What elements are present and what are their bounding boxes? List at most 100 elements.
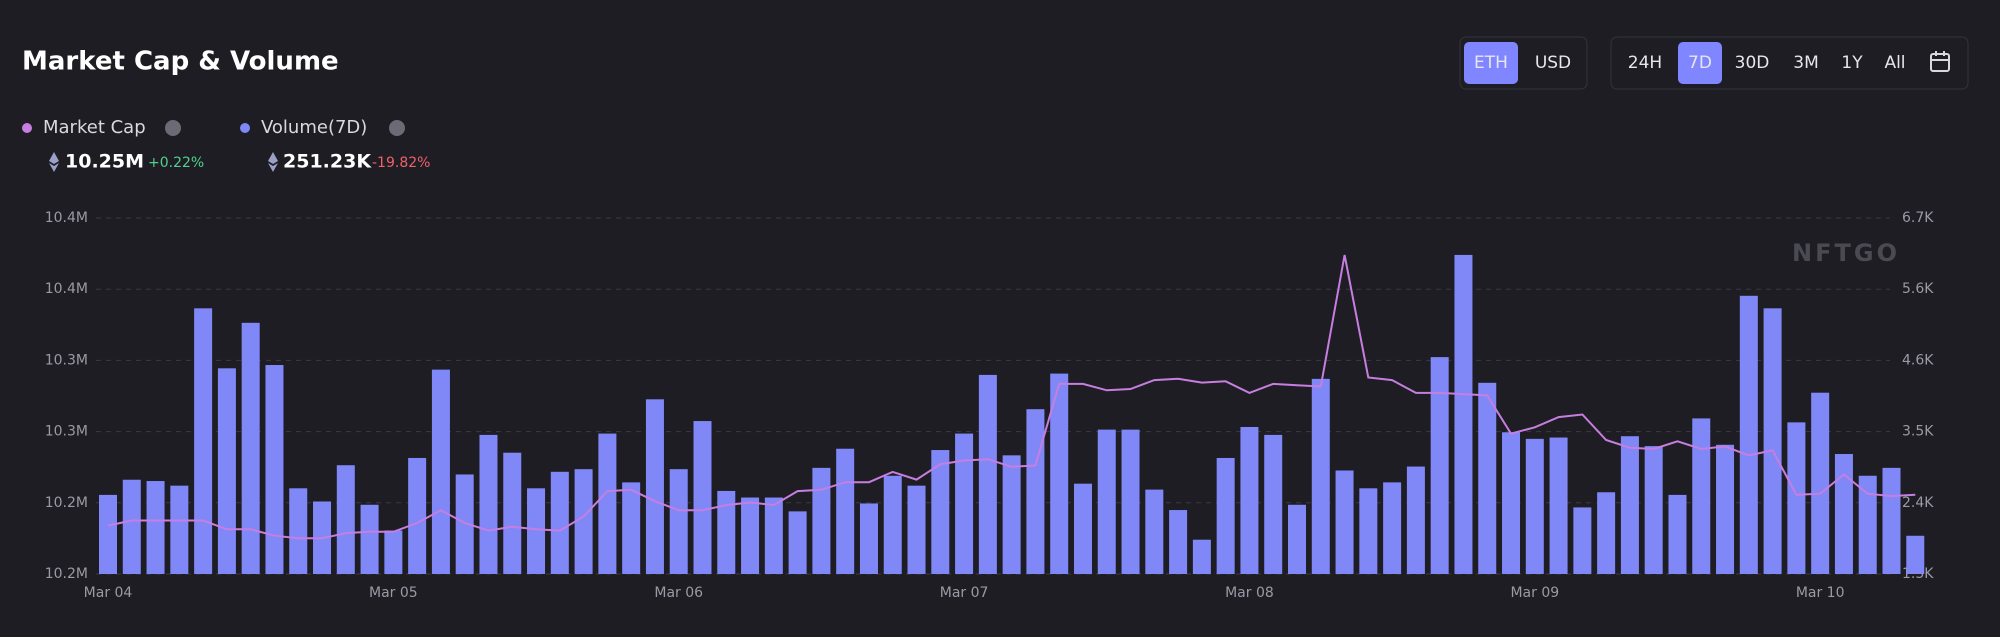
volume-bar bbox=[1811, 392, 1830, 574]
x-tick-label: Mar 04 bbox=[84, 585, 133, 601]
volume-bar bbox=[1192, 539, 1211, 574]
legend-change: +0.22% bbox=[148, 155, 204, 171]
volume-bar bbox=[812, 467, 831, 574]
volume-bar bbox=[1906, 535, 1925, 574]
x-tick-label: Mar 08 bbox=[1225, 585, 1274, 601]
volume-bar bbox=[1549, 437, 1568, 574]
volume-bar bbox=[1620, 436, 1639, 574]
y-tick-label: 10.2M bbox=[45, 495, 88, 511]
volume-bar bbox=[217, 368, 236, 574]
y2-tick-label: 6.7K bbox=[1902, 210, 1934, 226]
volume-bar bbox=[1359, 488, 1378, 574]
range-group bbox=[1610, 36, 1969, 90]
volume-bar bbox=[479, 434, 498, 574]
volume-bar bbox=[336, 465, 355, 574]
volume-bar bbox=[1644, 446, 1663, 574]
x-tick-label: Mar 05 bbox=[369, 585, 418, 601]
volume-bar bbox=[1454, 254, 1473, 574]
volume-bar bbox=[1002, 455, 1021, 574]
volume-bar bbox=[527, 488, 546, 574]
volume-bar bbox=[289, 488, 308, 574]
volume-bar bbox=[265, 365, 284, 574]
volume-bar bbox=[907, 485, 926, 574]
range-button[interactable]: 1Y bbox=[1841, 53, 1863, 73]
volume-bar bbox=[1882, 467, 1901, 574]
volume-bar bbox=[693, 421, 712, 574]
volume-bar bbox=[1739, 295, 1758, 574]
volume-bar bbox=[883, 475, 902, 574]
volume-bar bbox=[170, 485, 189, 574]
volume-bar bbox=[1145, 489, 1164, 574]
y-tick-label: 10.3M bbox=[45, 352, 88, 368]
volume-bar bbox=[1525, 438, 1544, 574]
info-icon[interactable] bbox=[389, 120, 405, 136]
range-button[interactable]: 30D bbox=[1735, 53, 1770, 73]
volume-bar bbox=[1858, 475, 1877, 574]
volume-bar bbox=[241, 322, 260, 574]
currency-button[interactable]: ETH bbox=[1474, 53, 1508, 73]
y2-tick-label: 3.5K bbox=[1902, 424, 1934, 440]
y2-tick-label: 4.6K bbox=[1902, 352, 1934, 368]
volume-bar bbox=[622, 482, 641, 574]
volume-bar bbox=[1763, 308, 1782, 574]
calendar-icon[interactable] bbox=[1930, 51, 1950, 72]
volume-bar bbox=[1216, 457, 1235, 574]
volume-bar bbox=[1264, 434, 1283, 574]
volume-bar bbox=[978, 374, 997, 574]
range-button[interactable]: All bbox=[1884, 53, 1905, 73]
volume-bar bbox=[99, 494, 117, 574]
volume-bar bbox=[1716, 444, 1735, 574]
calendar-body bbox=[1930, 53, 1950, 72]
volume-bar bbox=[1502, 432, 1521, 574]
volume-bar bbox=[122, 479, 141, 574]
volume-bar bbox=[955, 433, 974, 574]
volume-bar bbox=[194, 308, 213, 574]
info-circle bbox=[389, 120, 405, 136]
eth-icon bbox=[268, 152, 278, 172]
legend-value: 10.25M bbox=[65, 151, 144, 173]
legend-dot bbox=[240, 123, 250, 133]
info-circle bbox=[165, 120, 181, 136]
currency-button[interactable]: USD bbox=[1535, 53, 1571, 73]
volume-bar bbox=[1406, 466, 1425, 574]
volume-bar bbox=[1121, 429, 1140, 574]
toggle-active bbox=[1464, 42, 1518, 84]
x-tick-label: Mar 09 bbox=[1510, 585, 1559, 601]
legend-change: -19.82% bbox=[372, 155, 430, 171]
volume-bar bbox=[717, 490, 736, 574]
volume-bar bbox=[645, 399, 664, 574]
volume-bar bbox=[1311, 378, 1330, 574]
volume-bar bbox=[1240, 426, 1259, 574]
x-tick-label: Mar 10 bbox=[1796, 585, 1845, 601]
range-button[interactable]: 7D bbox=[1688, 53, 1712, 73]
legend-label: Volume(7D) bbox=[261, 117, 367, 138]
volume-bar bbox=[146, 481, 165, 574]
volume-bar bbox=[1430, 357, 1449, 574]
info-icon[interactable] bbox=[165, 120, 181, 136]
volume-bar bbox=[1597, 492, 1616, 574]
volume-bar bbox=[931, 450, 950, 574]
x-tick-label: Mar 06 bbox=[654, 585, 703, 601]
volume-bar bbox=[384, 530, 403, 574]
volume-bar bbox=[360, 504, 379, 574]
legend-label: Market Cap bbox=[43, 117, 146, 138]
y-tick-label: 10.4M bbox=[45, 281, 88, 297]
volume-bar bbox=[1834, 454, 1853, 574]
range-button[interactable]: 3M bbox=[1793, 53, 1818, 73]
volume-bar bbox=[598, 433, 617, 574]
volume-bar bbox=[1335, 470, 1354, 574]
volume-bar bbox=[1073, 483, 1092, 574]
volume-bar bbox=[431, 369, 450, 574]
eth-icon bbox=[49, 152, 59, 172]
y2-tick-label: 5.6K bbox=[1902, 281, 1934, 297]
volume-bar bbox=[859, 503, 878, 574]
x-tick-label: Mar 07 bbox=[940, 585, 989, 601]
volume-bar bbox=[1097, 429, 1116, 574]
currency-group bbox=[1459, 36, 1588, 90]
volume-bar bbox=[1668, 494, 1687, 574]
volume-bar bbox=[1573, 507, 1592, 574]
volume-bar bbox=[574, 469, 593, 574]
range-button[interactable]: 24H bbox=[1628, 53, 1662, 73]
